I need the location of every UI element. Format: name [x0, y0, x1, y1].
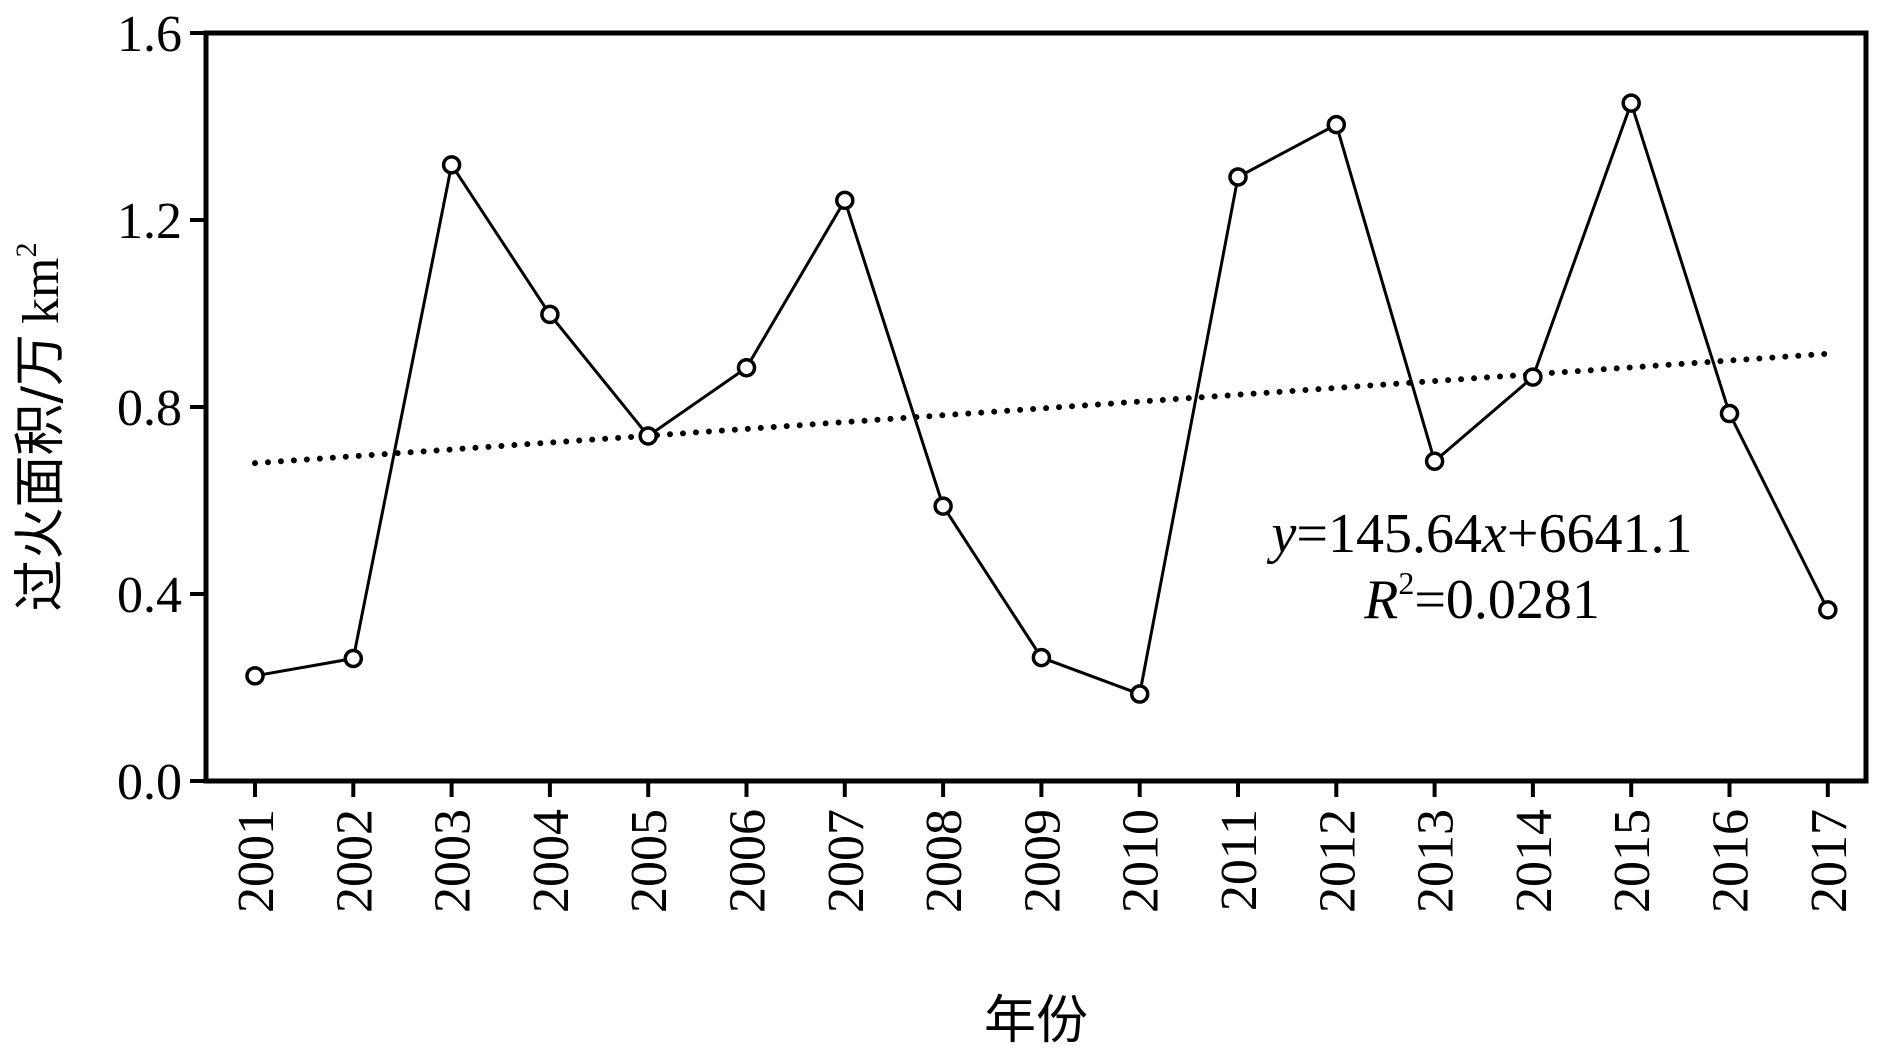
trendline	[252, 350, 1831, 467]
x-tick-label: 2001	[228, 809, 285, 913]
y-axis-title: 过火面积/万 km2	[10, 243, 71, 612]
x-tick-label: 2016	[1703, 809, 1760, 913]
data-point	[933, 496, 953, 516]
data-point	[540, 304, 560, 325]
trendline-group	[252, 350, 1831, 467]
x-tick-label: 2014	[1506, 809, 1563, 913]
data-point	[1031, 647, 1052, 668]
x-tick-label: 2005	[621, 809, 678, 913]
data-point	[1228, 167, 1248, 187]
data-point	[1424, 451, 1445, 471]
x-tick-label: 2013	[1408, 809, 1465, 913]
x-tick-label: 2007	[818, 809, 875, 913]
series-group	[245, 93, 1838, 704]
x-axis-title: 年份	[984, 991, 1088, 1051]
eq-y-symbol: y	[1267, 503, 1297, 565]
y-tick-label: 1.6	[117, 6, 182, 63]
data-point	[1621, 93, 1641, 113]
regression-equation: y=145.64x+6641.1	[1267, 503, 1693, 565]
data-point	[1129, 684, 1150, 704]
x-tick-label: 2012	[1309, 809, 1366, 913]
eq-slope: =145.64	[1296, 503, 1482, 565]
data-point	[638, 426, 658, 446]
y-tick-label: 1.2	[117, 193, 182, 250]
x-tick-label: 2004	[523, 809, 580, 913]
r-squared-label: R2=0.0281	[1363, 565, 1600, 631]
y-axis-title-unit: km	[13, 258, 70, 324]
y-tick-label: 0.4	[117, 567, 182, 624]
data-point	[441, 155, 462, 175]
data-point	[1719, 403, 1740, 424]
x-tick-label: 2006	[720, 809, 777, 913]
data-point	[1818, 600, 1838, 620]
data-point	[1326, 114, 1347, 135]
r-value: =0.0281	[1414, 569, 1600, 631]
data-point	[736, 357, 757, 378]
axes-group	[190, 30, 1869, 797]
y-tick-label: 0.0	[117, 754, 182, 811]
labels-group: 0.0 0.4 0.8 1.2 1.6 2001 2002 2003 2004 2005 2006 2…	[117, 6, 1858, 913]
y-axis-title-exponent: 2	[10, 243, 43, 258]
y-tick-label: 0.8	[117, 380, 182, 437]
x-tick-label: 2008	[916, 809, 973, 913]
r-symbol: R	[1363, 569, 1398, 631]
x-tick-label: 2017	[1801, 809, 1858, 913]
x-tick-label: 2015	[1604, 809, 1661, 913]
eq-x-symbol: x	[1481, 503, 1507, 565]
x-tick-label: 2002	[326, 809, 383, 913]
data-point	[245, 666, 265, 686]
eq-intercept: +6641.1	[1507, 503, 1693, 565]
x-tick-label: 2011	[1211, 809, 1268, 911]
y-axis-title-cn: 过火面积/万	[11, 334, 71, 612]
r-exponent: 2	[1398, 565, 1414, 601]
x-tick-label: 2003	[425, 809, 482, 913]
x-tick-label: 2010	[1113, 809, 1170, 913]
data-point	[835, 190, 855, 211]
data-point	[1523, 367, 1543, 387]
data-point	[343, 648, 364, 669]
x-tick-label: 2009	[1014, 809, 1071, 913]
